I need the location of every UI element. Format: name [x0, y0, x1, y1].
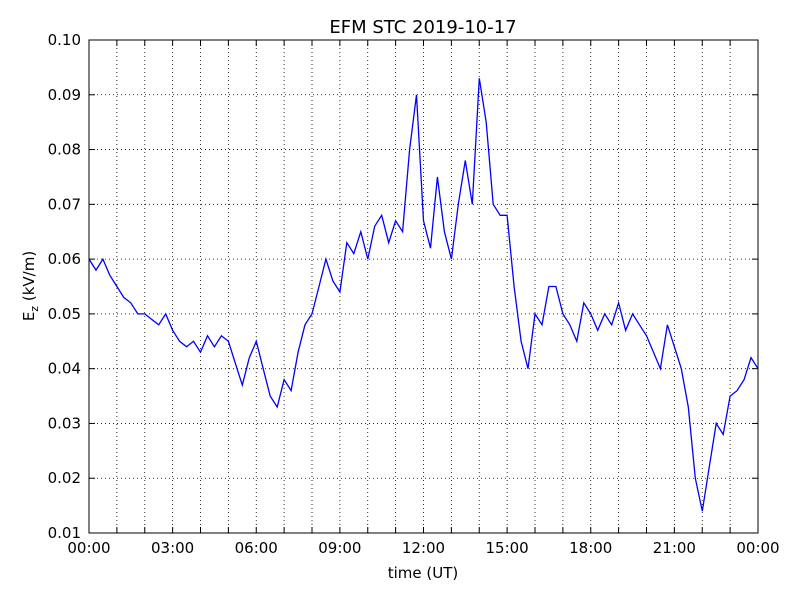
y-tick-label: 0.10 — [48, 31, 81, 49]
y-tick-label: 0.09 — [48, 86, 81, 104]
y-tick-label: 0.01 — [48, 524, 81, 542]
y-tick-label: 0.03 — [48, 414, 81, 432]
x-tick-label: 00:00 — [736, 539, 779, 557]
x-axis-label: time (UT) — [388, 564, 459, 582]
y-tick-label: 0.02 — [48, 469, 81, 487]
y-tick-label: 0.07 — [48, 195, 81, 213]
x-tick-label: 18:00 — [569, 539, 612, 557]
data-line — [88, 78, 759, 512]
x-tick-label: 00:00 — [67, 539, 110, 557]
chart-title: EFM STC 2019-10-17 — [329, 17, 516, 38]
x-tick-label: 03:00 — [151, 539, 194, 557]
plot-frame — [88, 39, 759, 534]
y-tick-label: 0.04 — [48, 360, 81, 378]
x-tick-label: 12:00 — [402, 539, 445, 557]
x-tick-label: 21:00 — [653, 539, 696, 557]
y-axis-label: Ez (kV/m) — [20, 251, 41, 321]
x-tick-label: 06:00 — [235, 539, 278, 557]
y-tick-label: 0.05 — [48, 305, 81, 323]
y-tick-label: 0.08 — [48, 141, 81, 159]
y-tick-label: 0.06 — [48, 250, 81, 268]
x-tick-label: 15:00 — [486, 539, 529, 557]
x-tick-label: 09:00 — [318, 539, 361, 557]
